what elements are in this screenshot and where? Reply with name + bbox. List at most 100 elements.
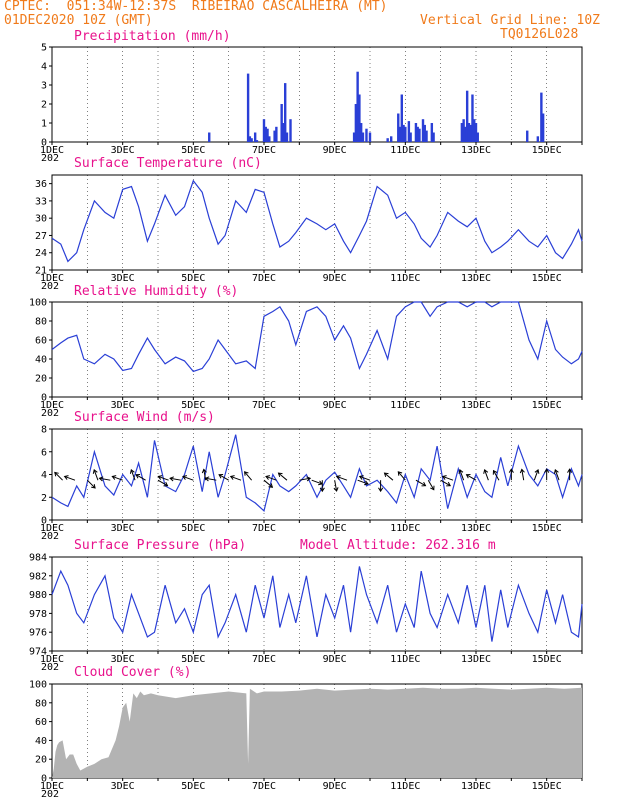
wind-arrow <box>442 475 454 481</box>
wind-arrow-head <box>135 474 141 479</box>
precip-xtick-label: 3DEC <box>111 145 135 156</box>
precip-xtick-label: 9DEC <box>323 145 347 156</box>
model-code: TQ0126L028 <box>500 27 579 42</box>
wind-arrow-head <box>335 475 341 480</box>
wind-arrow <box>359 475 371 481</box>
rh-series-line <box>51 301 583 373</box>
cloud-title: Cloud Cover (%) <box>74 665 192 680</box>
precip-bar <box>356 71 359 142</box>
precip-bar <box>409 132 412 142</box>
precip-bar <box>430 123 434 142</box>
wind-arrow-head <box>229 475 235 480</box>
wind-arrow <box>244 471 253 481</box>
temp-ytick-label: 21 <box>35 266 47 277</box>
precip-bar <box>352 132 356 142</box>
pressure-xtick-label: 5DEC <box>181 654 205 665</box>
precip-xtick-label: 1DEC <box>40 145 64 156</box>
rh-frame <box>51 301 583 398</box>
wind-xtick-label: 11DEC <box>390 523 420 534</box>
wind-arrow <box>484 469 489 481</box>
precip-bar <box>282 123 285 142</box>
precip-bar <box>476 132 479 142</box>
cloud-xtick-label: 15DEC <box>532 781 562 792</box>
wind-arrow <box>466 474 477 481</box>
wind-arrow-head <box>553 469 559 474</box>
wind-xtick-label: 7DEC <box>252 523 276 534</box>
precip-bar <box>255 140 259 142</box>
wind-arrow-head <box>92 469 98 474</box>
precip-bar <box>464 126 467 142</box>
wind-arrow <box>397 471 406 481</box>
wind-arrow-head <box>378 487 384 493</box>
precip-ytick-label: 5 <box>41 43 47 54</box>
wind-arrow-head <box>244 471 249 476</box>
precip-bar <box>273 130 276 142</box>
wind-arrow <box>493 470 500 481</box>
precip-bar <box>416 126 419 142</box>
precip-bar <box>285 132 289 142</box>
precip-bar <box>289 119 292 142</box>
wind-arrow-head <box>91 483 96 489</box>
rh-ytick-label: 80 <box>35 317 47 328</box>
wind-arrow-head <box>319 487 325 493</box>
wind-arrow <box>427 479 435 490</box>
precip-bar <box>432 132 435 142</box>
temp-xtick-label: 9DEC <box>323 273 347 284</box>
wind-arrow-head <box>519 468 525 474</box>
wind-arrow <box>158 475 169 481</box>
precip-bar <box>246 73 250 142</box>
station-header: CPTEC: 051:34W-12:37S RIBEIRAO CASCALHEI… <box>4 0 388 14</box>
pressure-ytick-label: 980 <box>29 590 47 601</box>
precip-xtick-label: 11DEC <box>390 145 420 156</box>
precip-ytick-label: 4 <box>41 62 47 73</box>
wind-arrow <box>554 469 560 481</box>
wind-arrow-head <box>567 468 573 473</box>
temp-ytick-label: 30 <box>35 214 47 225</box>
wind-xtick-label: 13DEC <box>461 523 491 534</box>
wind-arrow <box>170 477 182 481</box>
temp-xtick-label: 11DEC <box>390 273 420 284</box>
vertical-grid-note: Vertical Grid Line: 10Z <box>420 13 601 28</box>
wind-arrow-head <box>218 474 224 479</box>
cloud-xtick-label: 13DEC <box>461 781 491 792</box>
wind-arrow <box>112 475 123 481</box>
precip-bar <box>390 136 393 142</box>
precip-bar <box>540 92 543 142</box>
precip-bar <box>467 123 471 142</box>
wind-arrow-head <box>182 475 188 480</box>
precip-bar <box>359 123 363 142</box>
precip-bar <box>474 123 478 142</box>
precip-bar <box>253 132 257 142</box>
wind-arrow-head <box>54 471 59 477</box>
precip-bar <box>208 132 211 142</box>
wind-arrow <box>311 479 323 485</box>
wind-arrow-head <box>268 483 274 488</box>
wind-arrow-head <box>333 487 339 492</box>
rh-xtick-label: 15DEC <box>532 400 562 411</box>
precip-bar <box>536 136 540 142</box>
precip-bar <box>398 126 402 142</box>
precip-bar <box>266 128 269 142</box>
wind-arrow-head <box>277 472 283 478</box>
wind-arrow-head <box>63 475 69 480</box>
rh-ytick-label: 20 <box>35 374 47 385</box>
wind-arrow <box>265 475 277 481</box>
wind-arrow-head <box>421 481 427 487</box>
precip-ytick-label: 3 <box>41 81 47 92</box>
wind-arrow-head <box>397 471 403 476</box>
wind-arrow <box>130 469 136 481</box>
precip-bar <box>262 119 266 142</box>
wind-arrow <box>157 479 168 487</box>
precip-bar <box>407 121 411 142</box>
precip-bar <box>473 119 476 142</box>
wind-ytick-label: 0 <box>41 516 47 527</box>
wind-arrow <box>93 469 99 481</box>
wind-arrow-head <box>163 481 169 487</box>
wind-title: Surface Wind (m/s) <box>74 410 215 425</box>
cloud-ytick-label: 100 <box>29 680 47 691</box>
wind-arrow-head <box>169 476 174 482</box>
rh-xtick-label: 9DEC <box>323 400 347 411</box>
wind-arrow-head <box>458 469 464 474</box>
cloud-ytick-label: 40 <box>35 736 47 747</box>
rh-xtick-label: 7DEC <box>252 400 276 411</box>
